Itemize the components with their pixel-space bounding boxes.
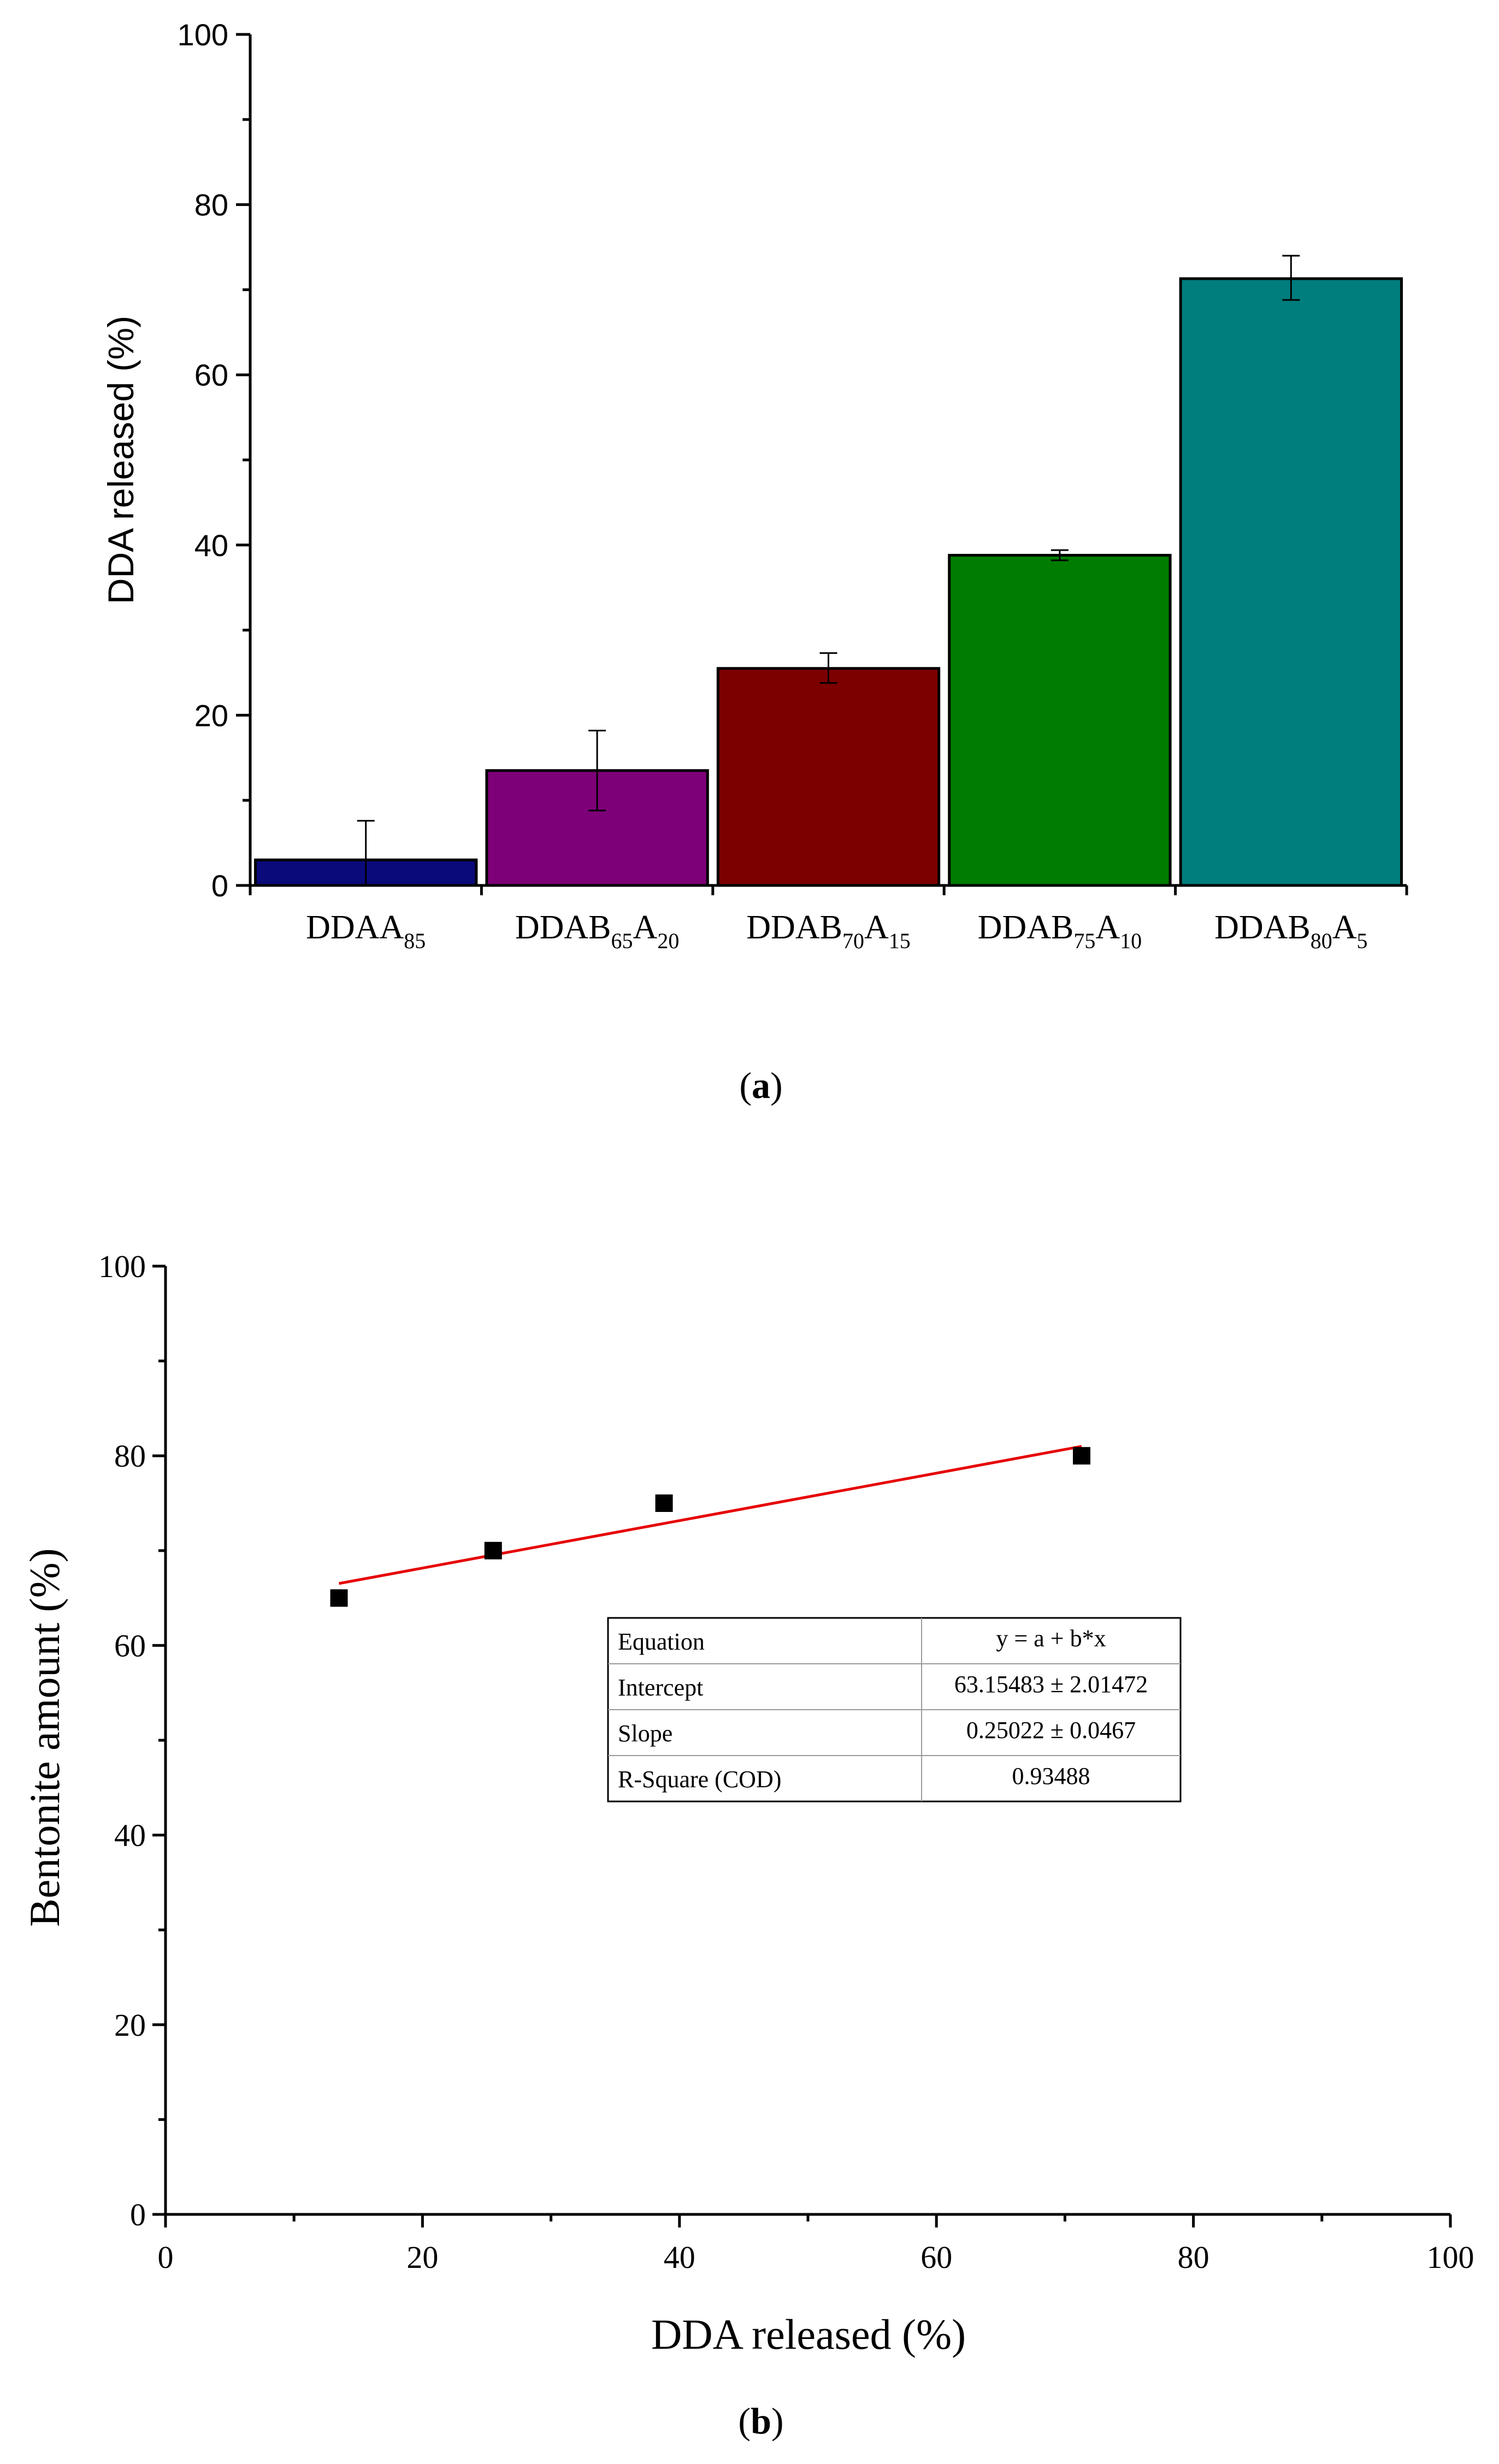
stats-value: 63.15483 ± 2.01472 (954, 1671, 1148, 1698)
category-mid: A (1095, 909, 1120, 946)
category-base: DDAB (515, 909, 611, 946)
error-bar-1 (357, 820, 375, 885)
category-mid: A (633, 909, 658, 946)
stats-label: Equation (618, 1628, 705, 1655)
y-tick-label: 0 (130, 2197, 146, 2232)
category-subscript: 85 (404, 929, 426, 953)
y-tick-label: 60 (114, 1628, 146, 1663)
x-category-label-5: DDAB80A5 (1214, 909, 1367, 953)
category-base: DDAB (746, 909, 842, 946)
panel-letter: b (751, 2400, 771, 2442)
x-tick-label: 60 (920, 2240, 952, 2275)
category-subscript: 65 (611, 929, 633, 953)
y-tick-label: 20 (114, 2007, 146, 2043)
x-tick-label: 100 (1427, 2240, 1474, 2275)
panel-b-scatter-chart: 0 20 40 60 80 100 0 20 40 60 80 100 Equation y = a + … (21, 1249, 1474, 2442)
y-tick-label: 100 (98, 1249, 146, 1284)
x-tick-label: 20 (406, 2240, 438, 2275)
y-tick-label: 100 (178, 17, 228, 52)
y-tick-label: 80 (194, 188, 228, 222)
panel-label-a: (a) (739, 1065, 782, 1106)
category-base: DDAB (978, 909, 1074, 946)
x-category-label-3: DDAB70A15 (746, 909, 910, 953)
y-tick-label: 40 (114, 1818, 146, 1853)
category-subscript: 70 (842, 929, 864, 953)
y-axis-title: Bentonite amount (%) (21, 1548, 68, 1927)
data-point-3 (655, 1494, 673, 1512)
category-subscript: 5 (1357, 929, 1368, 953)
category-base: DDAA (306, 909, 404, 946)
category-base: DDAB (1214, 909, 1311, 946)
paren-open: ( (739, 1065, 752, 1106)
data-point-1 (330, 1589, 348, 1607)
x-tick-label: 40 (664, 2240, 695, 2275)
category-mid: A (864, 909, 889, 946)
paren-open: ( (738, 2400, 751, 2442)
category-subscript: 15 (889, 929, 911, 953)
error-bar-4 (1051, 549, 1069, 562)
stats-value: y = a + b*x (996, 1625, 1106, 1652)
data-point-4 (1072, 1447, 1090, 1465)
x-category-label-2: DDAB65A20 (515, 909, 679, 953)
linear-fit-line (339, 1445, 1082, 1585)
x-tick-label: 80 (1178, 2240, 1209, 2275)
category-subscript: 75 (1073, 929, 1095, 953)
y-tick-label: 0 (211, 868, 228, 903)
panel-label-b: (b) (738, 2400, 783, 2442)
paren-close: ) (770, 1065, 783, 1106)
stats-label: R-Square (COD) (618, 1766, 781, 1793)
panel-letter: a (752, 1065, 770, 1106)
stats-value: 0.25022 ± 0.0467 (966, 1717, 1136, 1744)
category-mid: A (1332, 909, 1357, 946)
y-tick-label: 60 (194, 358, 228, 392)
y-tick-label: 40 (194, 528, 228, 563)
category-subscript: 80 (1311, 929, 1332, 953)
category-subscript: 20 (657, 929, 679, 953)
error-bar-2 (588, 729, 606, 812)
x-category-label-1: DDAA85 (306, 909, 426, 953)
error-bar-3 (819, 652, 837, 684)
x-tick-label: 0 (158, 2240, 174, 2275)
error-bar-5 (1282, 255, 1300, 301)
category-subscript: 10 (1120, 929, 1142, 953)
stats-label: Slope (618, 1720, 672, 1747)
data-point-2 (484, 1541, 502, 1559)
x-axis-title: DDA released (%) (651, 2311, 966, 2358)
paren-close: ) (771, 2400, 784, 2442)
x-category-label-4: DDAB75A10 (978, 909, 1142, 953)
y-tick-label: 20 (194, 698, 228, 732)
bar-5 (1179, 277, 1403, 887)
y-tick-label: 80 (114, 1438, 146, 1474)
bar-3 (716, 667, 941, 887)
stats-label: Intercept (618, 1674, 703, 1701)
stats-value: 0.93488 (1012, 1763, 1090, 1789)
bar-4 (948, 553, 1172, 887)
y-axis-title: DDA released (%) (101, 316, 141, 604)
stats-table: Equation y = a + b*x Intercept 63.15483 ± 2… (607, 1617, 1182, 1803)
